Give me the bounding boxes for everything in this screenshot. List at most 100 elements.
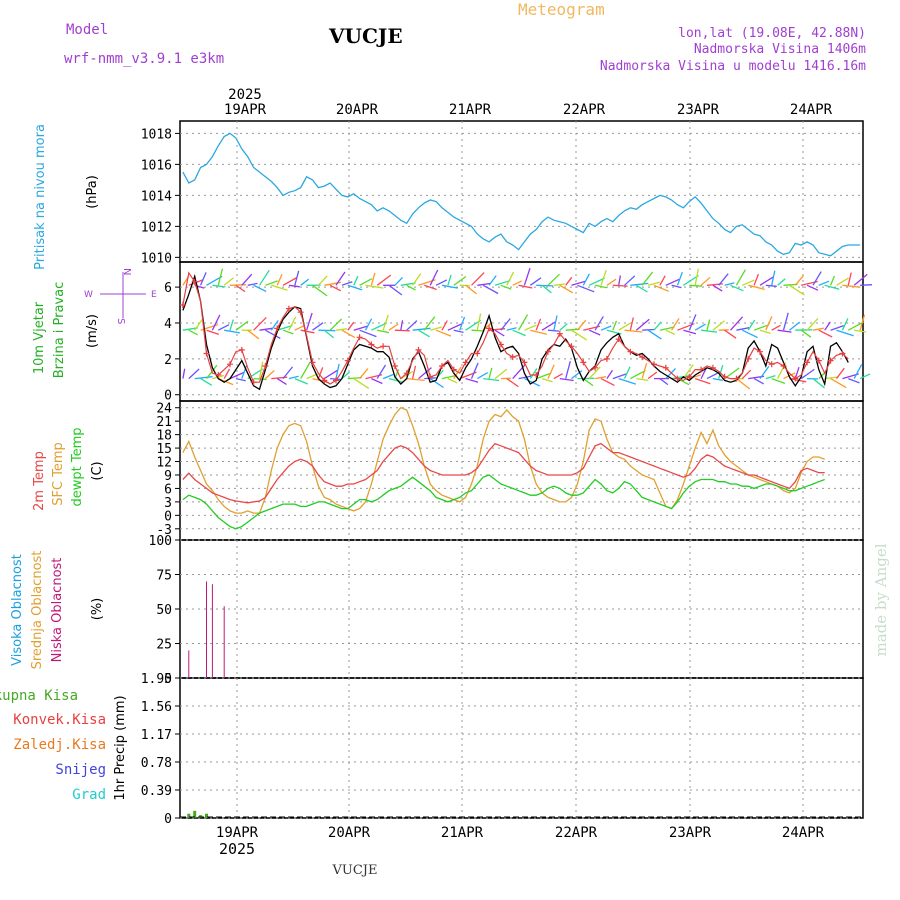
wind-gust-marker bbox=[709, 364, 716, 371]
wind-gust-marker bbox=[662, 364, 669, 371]
wind-arrow bbox=[800, 329, 812, 338]
wind-arrow bbox=[253, 316, 267, 331]
wind-arrow bbox=[470, 362, 479, 379]
wind-arrow bbox=[265, 329, 281, 339]
wind-gust-marker bbox=[450, 366, 457, 373]
wind-arrow bbox=[335, 328, 347, 331]
day-label-top: 24APR bbox=[790, 102, 833, 118]
wind-arrow bbox=[759, 366, 770, 379]
wind-arrow bbox=[859, 373, 871, 380]
wind-arrow bbox=[258, 361, 264, 379]
wind-arrow bbox=[718, 365, 724, 379]
ylabel-cloud: (%) bbox=[90, 598, 105, 621]
wind-arrow bbox=[506, 378, 519, 388]
wind-gust-marker bbox=[380, 343, 387, 350]
wind-arrow bbox=[247, 368, 264, 380]
wind-arrow bbox=[553, 315, 558, 331]
sfc-temp-line bbox=[182, 406, 825, 514]
wind-arrow bbox=[394, 276, 403, 286]
wind-arrow bbox=[388, 323, 399, 331]
wind-arrow bbox=[600, 378, 615, 386]
wind-arrow bbox=[377, 329, 390, 334]
wind-arrow bbox=[300, 329, 315, 334]
wind-arrow bbox=[753, 324, 770, 331]
wind-arrow bbox=[347, 321, 355, 331]
ytick-label: 0.39 bbox=[141, 784, 172, 799]
panel-frame-2 bbox=[179, 400, 864, 541]
wind-arrow bbox=[488, 275, 497, 286]
wind-arrow bbox=[636, 377, 649, 382]
wind-arrow bbox=[753, 378, 765, 385]
wind-arrow bbox=[535, 318, 542, 331]
wind-arrow bbox=[676, 271, 683, 286]
wind-arrow bbox=[771, 270, 776, 286]
wind-arrow bbox=[788, 321, 801, 331]
ytick-label: 2 bbox=[164, 353, 172, 368]
wind-gust-marker bbox=[627, 348, 634, 355]
day-label-bottom: 24APR bbox=[782, 825, 825, 841]
wind-arrow bbox=[854, 329, 867, 333]
wind-gust-marker bbox=[804, 359, 811, 366]
wind-arrow bbox=[577, 284, 595, 293]
wind-arrow bbox=[206, 329, 220, 336]
wind-arrow bbox=[806, 317, 819, 331]
wind-arrow bbox=[447, 274, 452, 286]
ylabel-temp: (C) bbox=[90, 461, 105, 480]
day-label-bottom: 23APR bbox=[669, 825, 712, 841]
wind-arrow bbox=[317, 275, 328, 286]
wind-gust-marker bbox=[698, 366, 705, 373]
wind-arrow bbox=[682, 364, 694, 379]
wind-gust-marker bbox=[403, 370, 410, 377]
wind-arrow bbox=[759, 276, 774, 286]
wind-arrow bbox=[618, 275, 622, 286]
ytick-label: 1018 bbox=[141, 127, 172, 142]
wind-arrow bbox=[429, 269, 439, 286]
dewpoint-line bbox=[182, 474, 825, 530]
wind-arrow bbox=[818, 329, 833, 338]
legend-hail: Grad bbox=[72, 787, 106, 803]
wind-arrow bbox=[376, 274, 392, 286]
precip-bar-total bbox=[193, 810, 197, 818]
wind-arrow bbox=[571, 370, 583, 380]
wind-arrow bbox=[494, 279, 511, 286]
ytick-label: 0 bbox=[164, 509, 172, 524]
wind-arrow bbox=[329, 284, 342, 292]
legend-t2m: 2m Temp bbox=[32, 451, 47, 511]
wind-arrow bbox=[406, 377, 425, 382]
wind-arrow bbox=[341, 329, 356, 339]
wind-arrow bbox=[471, 329, 485, 332]
wind-arrow bbox=[282, 329, 294, 335]
wind-gust-marker bbox=[545, 348, 551, 355]
footer-station: VUCJE bbox=[332, 863, 378, 878]
wind-arrow bbox=[777, 278, 786, 286]
wind-key-w: W bbox=[84, 290, 93, 300]
wind-arrow bbox=[382, 314, 389, 331]
wind-arrow bbox=[700, 368, 707, 379]
legend-precip-conv: Konvek.Kisa bbox=[13, 712, 106, 728]
wind-arrow bbox=[765, 374, 776, 380]
wind-arrow bbox=[353, 275, 359, 286]
wind-arrow bbox=[347, 284, 363, 291]
wind-arrow bbox=[271, 376, 288, 380]
year-bottom: 2025 bbox=[219, 840, 255, 858]
wind-arrow bbox=[659, 326, 675, 331]
wind-arrow bbox=[418, 367, 432, 380]
panel-frame-1 bbox=[179, 261, 864, 402]
wind-arrow bbox=[653, 321, 662, 331]
wind-arrow bbox=[500, 318, 511, 331]
wind-arrow bbox=[635, 284, 648, 293]
ytick-label: 0 bbox=[164, 389, 172, 404]
wind-arrow bbox=[376, 364, 387, 379]
wind-arrow bbox=[512, 280, 522, 286]
wind-arrow bbox=[718, 273, 729, 286]
precip-bar-total bbox=[187, 813, 191, 818]
wind-arrow bbox=[559, 323, 568, 331]
wind-gust-marker bbox=[686, 373, 693, 380]
wind-arrow bbox=[853, 364, 863, 379]
wind-arrow bbox=[524, 324, 537, 331]
legend-tdew: dewpt Temp bbox=[70, 427, 85, 506]
wind-arrow bbox=[465, 284, 478, 295]
wind-arrow bbox=[635, 318, 650, 331]
wind-arrow bbox=[247, 282, 258, 286]
day-label-top: 19APR bbox=[224, 102, 267, 118]
